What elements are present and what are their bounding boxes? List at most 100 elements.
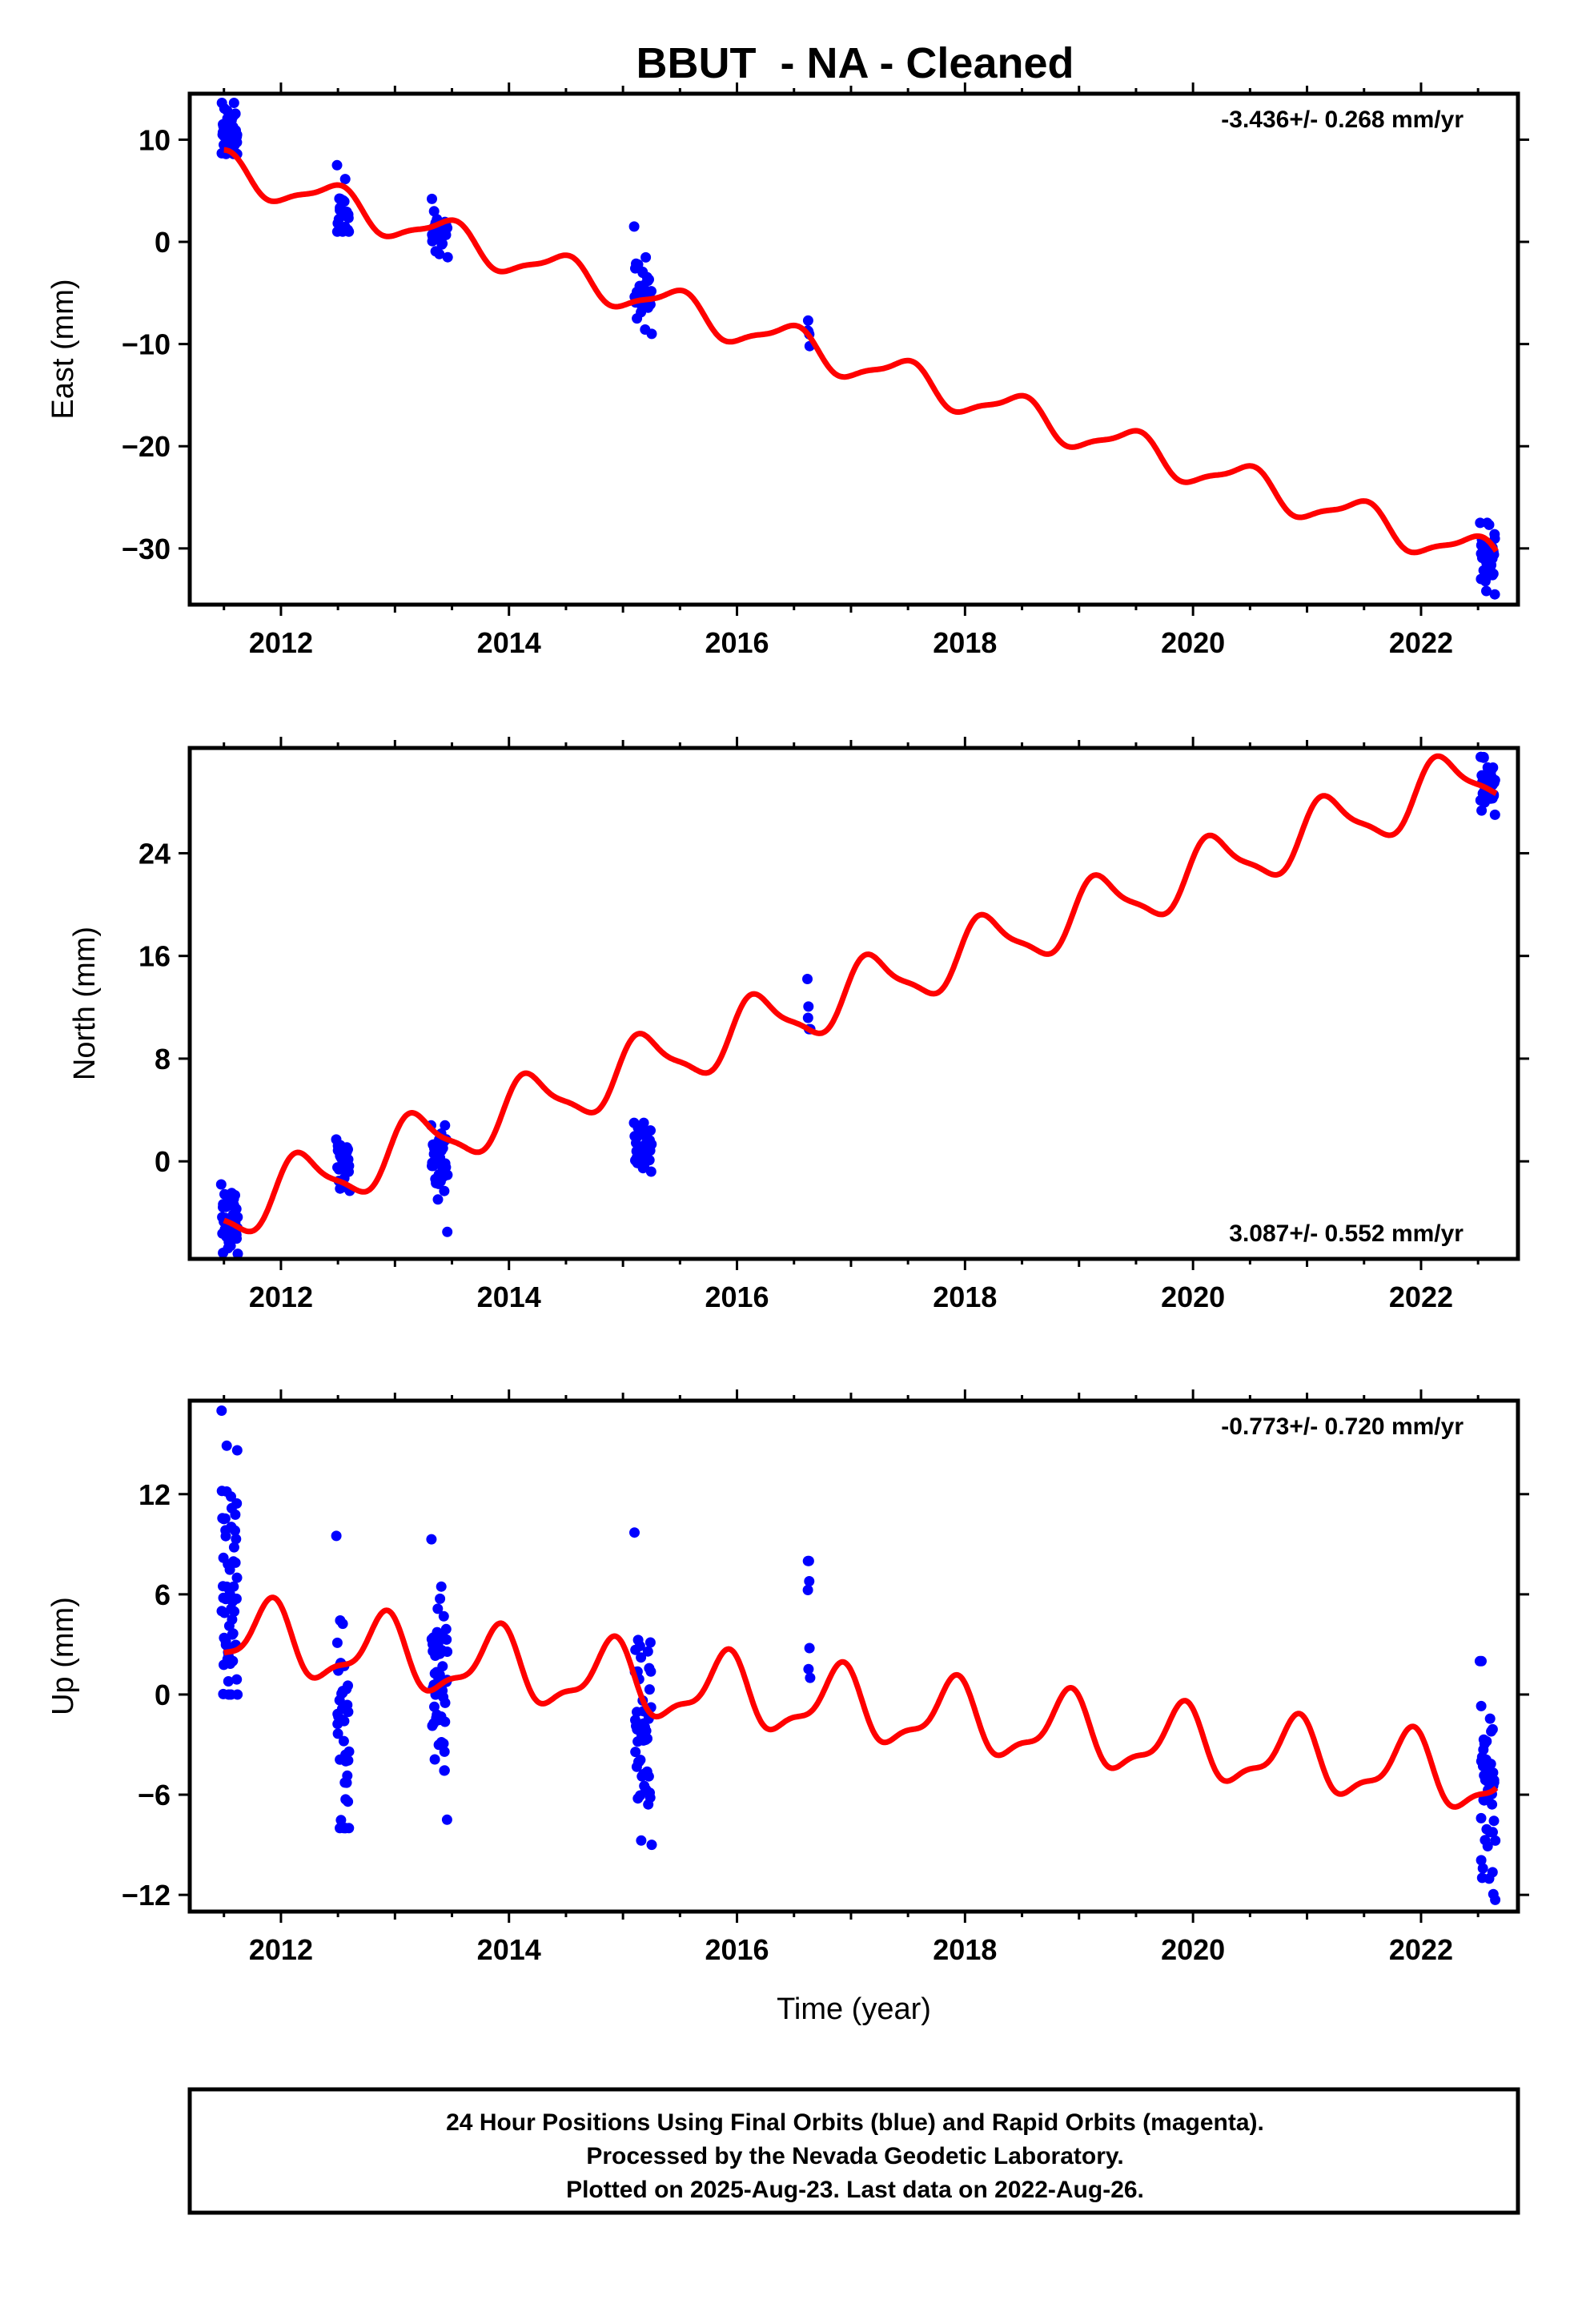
data-point [642, 1733, 652, 1744]
data-point [216, 1405, 227, 1416]
data-point [442, 1647, 453, 1657]
data-point [442, 1226, 453, 1237]
data-point [429, 1701, 440, 1712]
data-point [343, 1823, 355, 1834]
data-point [434, 1669, 445, 1680]
data-point [230, 1557, 241, 1568]
data-point [429, 1754, 440, 1765]
data-point [437, 238, 448, 249]
data-point [644, 1155, 655, 1166]
y-tick-label: 0 [155, 226, 171, 259]
x-tick-label: 2018 [933, 1281, 997, 1313]
data-point [635, 1755, 646, 1766]
x-tick-label: 2018 [933, 1933, 997, 1966]
up-panel: 2012 2014 2016 2018 2020 2022 12 6 0 −6 −12 Up (mm)… [46, 1389, 1529, 2026]
data-point [440, 1697, 451, 1708]
x-tick-label: 2016 [705, 1933, 769, 1966]
data-point [440, 1120, 451, 1131]
data-point [437, 1661, 448, 1672]
north-panel: 2012 2014 2016 2018 2020 2022 24 16 8 0 North (mm)… [68, 737, 1529, 1313]
x-tick-label: 2012 [249, 626, 313, 659]
x-tick-label: 2012 [249, 1281, 313, 1313]
data-point [427, 193, 437, 204]
data-point [442, 1169, 453, 1180]
data-point [642, 1646, 653, 1657]
data-point [229, 1606, 240, 1617]
data-point [802, 1012, 813, 1023]
y-tick-label: −10 [122, 328, 171, 361]
data-point [343, 1680, 353, 1691]
y-tick-label: −6 [138, 1779, 171, 1811]
data-point [804, 1576, 815, 1586]
data-point [629, 1527, 640, 1538]
data-point [1488, 1827, 1498, 1838]
footer-line-2: Processed by the Nevada Geodetic Laborat… [586, 2143, 1123, 2169]
data-point [226, 1491, 236, 1502]
data-point [1489, 589, 1500, 600]
y-tick-label: 6 [155, 1578, 171, 1611]
data-point [231, 1204, 242, 1215]
data-point [228, 98, 239, 108]
data-point [803, 1001, 814, 1012]
data-point [804, 1642, 815, 1654]
data-point [644, 1684, 655, 1695]
data-point [339, 196, 350, 207]
y-tick-label: 24 [139, 837, 171, 870]
data-point [802, 1585, 813, 1595]
data-point [432, 1194, 444, 1205]
data-point [224, 1564, 235, 1575]
y-tick-label: −20 [122, 430, 171, 463]
x-tick-label: 2020 [1161, 1281, 1225, 1313]
data-point [231, 1445, 243, 1456]
data-point [227, 1614, 238, 1625]
data-point [802, 315, 813, 326]
data-point [227, 1628, 239, 1639]
data-point [1487, 1867, 1498, 1878]
footer-line-3: Plotted on 2025-Aug-23. Last data on 202… [566, 2177, 1144, 2203]
data-point [645, 1125, 656, 1136]
data-point [442, 223, 453, 234]
plot-area [216, 98, 1500, 600]
data-point [630, 1747, 641, 1758]
model-curve [223, 147, 1499, 556]
data-point [1478, 751, 1489, 762]
data-point [640, 1725, 652, 1736]
data-point [644, 1787, 655, 1799]
data-point [426, 1534, 437, 1545]
data-point [803, 1555, 814, 1566]
data-point [343, 1144, 353, 1155]
data-point [343, 226, 355, 237]
x-axis-label: Time (year) [777, 1992, 931, 2026]
footer-line-1: 24 Hour Positions Using Final Orbits (bl… [446, 2109, 1264, 2136]
footer-box: 24 Hour Positions Using Final Orbits (bl… [187, 2087, 1520, 2215]
data-point [342, 1770, 353, 1781]
data-point [1488, 549, 1500, 560]
data-point [331, 1530, 342, 1542]
data-point [230, 1509, 241, 1520]
data-point [1476, 805, 1488, 816]
plot-area [215, 751, 1500, 1259]
plot-frame [187, 91, 1520, 607]
data-point [646, 1839, 657, 1851]
data-point [1476, 1812, 1487, 1823]
data-point [636, 1835, 647, 1846]
x-tick-label: 2016 [705, 626, 769, 659]
figure-title: BBUT - NA - Cleaned [636, 39, 1074, 87]
data-point [215, 1179, 227, 1190]
data-point [440, 1623, 452, 1634]
data-point [439, 1185, 450, 1196]
data-point [343, 1746, 355, 1757]
y-tick-label: 16 [139, 940, 171, 973]
data-point [228, 1581, 239, 1592]
x-tick-label: 2020 [1161, 626, 1225, 659]
data-point [332, 1728, 343, 1739]
data-point [1488, 1815, 1500, 1827]
y-axis-label: East (mm) [46, 279, 80, 419]
data-point [644, 274, 654, 285]
data-point [636, 1652, 647, 1663]
data-point [1485, 1759, 1496, 1770]
x-tick-label: 2014 [477, 1933, 541, 1966]
data-point [232, 1248, 243, 1259]
data-point [438, 1738, 449, 1749]
